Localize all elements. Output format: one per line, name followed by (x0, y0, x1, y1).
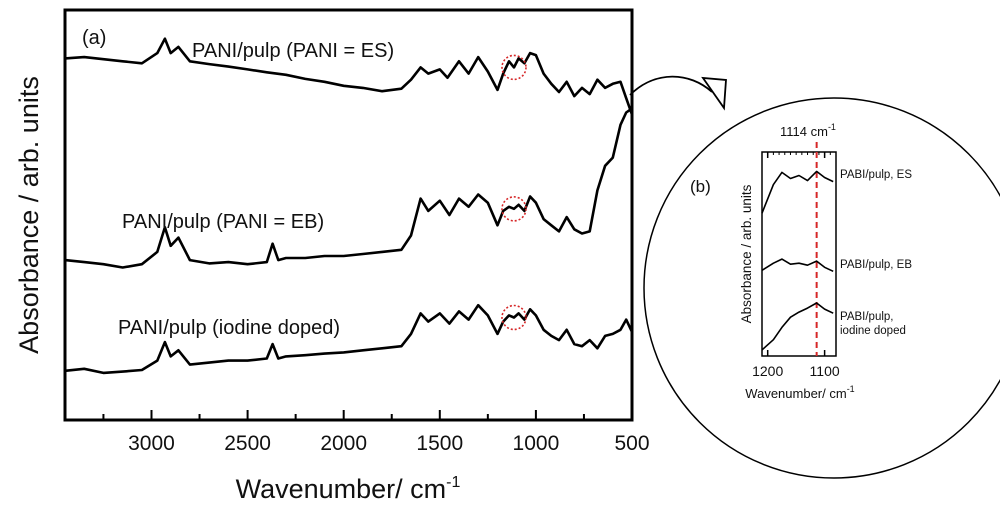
x-tick-label-a-3: 1500 (416, 432, 463, 455)
x-tick-label-a-5: 500 (614, 432, 649, 455)
x-tick-label-a-1: 2500 (224, 432, 271, 455)
b-series-line-2 (761, 302, 834, 351)
x-tick-label-b-0: 1200 (752, 363, 783, 379)
inset-zoom-chart: 1200 1100 1114 cm-1 (b) PABI/pulp, ES PAB… (643, 97, 1000, 479)
x-axis-title-b-sup: -1 (847, 384, 855, 394)
panel-label-a: (a) (82, 27, 106, 49)
x-axis-ticks-a (102, 410, 633, 420)
main-spectra-chart: 3000 2500 2000 1500 1000 500 (a) PANI/pulp (P… (14, 8, 650, 504)
x-axis-ticks-b (766, 152, 831, 356)
plot-frame-b (761, 151, 837, 357)
panel-label-b: (b) (690, 177, 711, 196)
marker-label-text: 1114 cm (780, 124, 828, 139)
y-axis-title-b: Absorbance / arb. units (739, 184, 754, 323)
series-label-iodine: PANI/pulp (iodine doped) (118, 317, 340, 339)
series-label-es: PANI/pulp (PANI = ES) (192, 40, 394, 62)
plot-frame-a (63, 8, 634, 422)
highlight-circle-es (501, 54, 527, 81)
inset-label-iodine-2: iodine doped (840, 325, 906, 337)
x-axis-title-a-text: Wavenumber/ cm (236, 474, 447, 504)
x-tick-label-a-0: 3000 (128, 432, 175, 455)
callout-arrow-curve (629, 75, 713, 96)
x-tick-label-a-2: 2000 (320, 432, 367, 455)
inset-label-iodine-1: PABI/pulp, (840, 311, 894, 323)
x-tick-label-a-4: 1000 (513, 432, 560, 455)
callout-arrow (629, 75, 727, 111)
x-tick-label-b-1: 1100 (810, 363, 840, 379)
spectra-lines-a (64, 37, 634, 375)
x-axis-title-b: Wavenumber/ cm-1 (745, 384, 854, 401)
x-axis-title-b-text: Wavenumber/ cm (745, 386, 846, 401)
callout-arrow-head (701, 76, 727, 111)
inset-label-eb: PABI/pulp, EB (840, 259, 912, 271)
b-series-line-1 (761, 258, 834, 273)
highlight-circle-iodine (501, 304, 527, 331)
highlight-circle-eb (501, 196, 527, 222)
a-series-line-0 (64, 37, 634, 116)
b-series-line-0 (761, 170, 834, 214)
marker-label: 1114 cm-1 (780, 122, 836, 139)
a-series-line-1 (64, 107, 633, 269)
inset-circle-border (643, 97, 1000, 479)
marker-label-sup: -1 (828, 122, 836, 132)
series-label-eb: PANI/pulp (PANI = EB) (122, 211, 324, 233)
x-axis-title-a-sup: -1 (446, 474, 460, 491)
x-axis-title-a: Wavenumber/ cm-1 (236, 474, 461, 504)
y-axis-title-a: Absorbance / arb. units (14, 76, 44, 354)
a-series-line-2 (64, 303, 634, 375)
inset-label-es: PABI/pulp, ES (840, 169, 912, 181)
x-axis-tick-labels-b: 1200 1100 (752, 363, 840, 379)
spectra-lines-b (761, 170, 834, 351)
x-axis-tick-labels-a: 3000 2500 2000 1500 1000 500 (128, 432, 649, 455)
